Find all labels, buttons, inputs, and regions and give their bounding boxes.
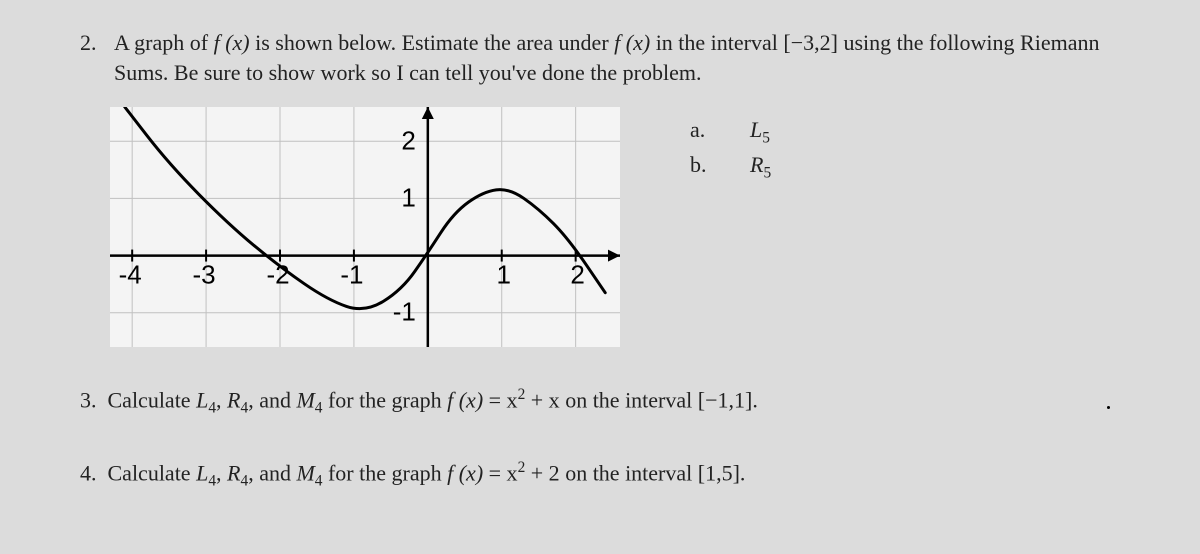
q3-plus: + x: [525, 388, 559, 413]
q2-mid1: is shown below. Estimate the area under: [250, 30, 615, 55]
question-4: 4. Calculate L4, R4, and M4 for the grap…: [80, 458, 1140, 493]
graph: -4-3-2-11221-1: [110, 107, 620, 347]
q3-mid: for the graph: [322, 388, 447, 413]
q3-sep2: , and: [248, 388, 296, 413]
svg-text:2: 2: [570, 260, 584, 290]
q3-tail: on the interval: [560, 388, 698, 413]
q4-tail: on the interval: [560, 460, 698, 485]
svg-text:-4: -4: [119, 260, 142, 290]
q3-fx: f (x): [447, 388, 483, 413]
q3-R: R: [227, 388, 240, 413]
q4-pre: Calculate: [108, 460, 197, 485]
svg-text:1: 1: [401, 183, 415, 213]
q4-M: M: [296, 460, 314, 485]
q2-sub-b-label: b.: [690, 150, 750, 184]
q4-interval: [1,5]: [698, 460, 740, 485]
q3-pre: Calculate: [108, 388, 197, 413]
q2-pre: A graph of: [114, 30, 214, 55]
q2-number: 2.: [80, 28, 114, 87]
q2-fx2: f (x): [614, 30, 650, 55]
q4-sep2: , and: [248, 460, 296, 485]
q2-sub-b-sym: R: [750, 152, 763, 177]
q4-dot: .: [740, 460, 746, 485]
q4-mid: for the graph: [322, 460, 447, 485]
q2-sub-a-sub: 5: [762, 130, 770, 147]
svg-text:-1: -1: [393, 297, 416, 327]
q3-Lsub: 4: [208, 400, 216, 417]
question-2: 2. A graph of f (x) is shown below. Esti…: [80, 28, 1140, 87]
q2-body-row: -4-3-2-11221-1 a. L5 b. R5: [80, 107, 1140, 347]
q2-sub-a: a. L5: [690, 115, 771, 149]
q2-sub-a-label: a.: [690, 115, 750, 149]
q4-eq: = x: [483, 460, 517, 485]
q4-R: R: [227, 460, 240, 485]
q3-interval: [−1,1]: [698, 388, 753, 413]
svg-text:-1: -1: [340, 260, 363, 290]
q3-sep1: ,: [216, 388, 227, 413]
q3-number: 3.: [80, 388, 97, 413]
q2-sub-a-sym: L: [750, 117, 762, 142]
q4-L: L: [196, 460, 208, 485]
stray-dot: [1107, 406, 1110, 409]
question-3: 3. Calculate L4, R4, and M4 for the grap…: [80, 385, 1140, 420]
q2-subparts: a. L5 b. R5: [690, 107, 771, 183]
q2-interval: [−3,2]: [783, 30, 838, 55]
svg-text:-3: -3: [193, 260, 216, 290]
q2-sub-b-value: R5: [750, 150, 771, 184]
q4-sep1: ,: [216, 460, 227, 485]
q4-Lsub: 4: [208, 473, 216, 490]
q4-fx: f (x): [447, 460, 483, 485]
q3-L: L: [196, 388, 208, 413]
q3-eq: = x: [483, 388, 517, 413]
q2-fx1: f (x): [214, 30, 250, 55]
q2-sub-b: b. R5: [690, 150, 771, 184]
q2-text: A graph of f (x) is shown below. Estimat…: [114, 28, 1140, 87]
q4-plus: + 2: [525, 460, 559, 485]
svg-text:2: 2: [401, 126, 415, 156]
q2-sub-b-sub: 5: [763, 164, 771, 181]
q3-M: M: [296, 388, 314, 413]
q2-mid2: in the interval: [650, 30, 783, 55]
q3-dot: .: [752, 388, 758, 413]
q4-number: 4.: [80, 460, 97, 485]
q2-sub-a-value: L5: [750, 115, 770, 149]
svg-text:1: 1: [497, 260, 511, 290]
